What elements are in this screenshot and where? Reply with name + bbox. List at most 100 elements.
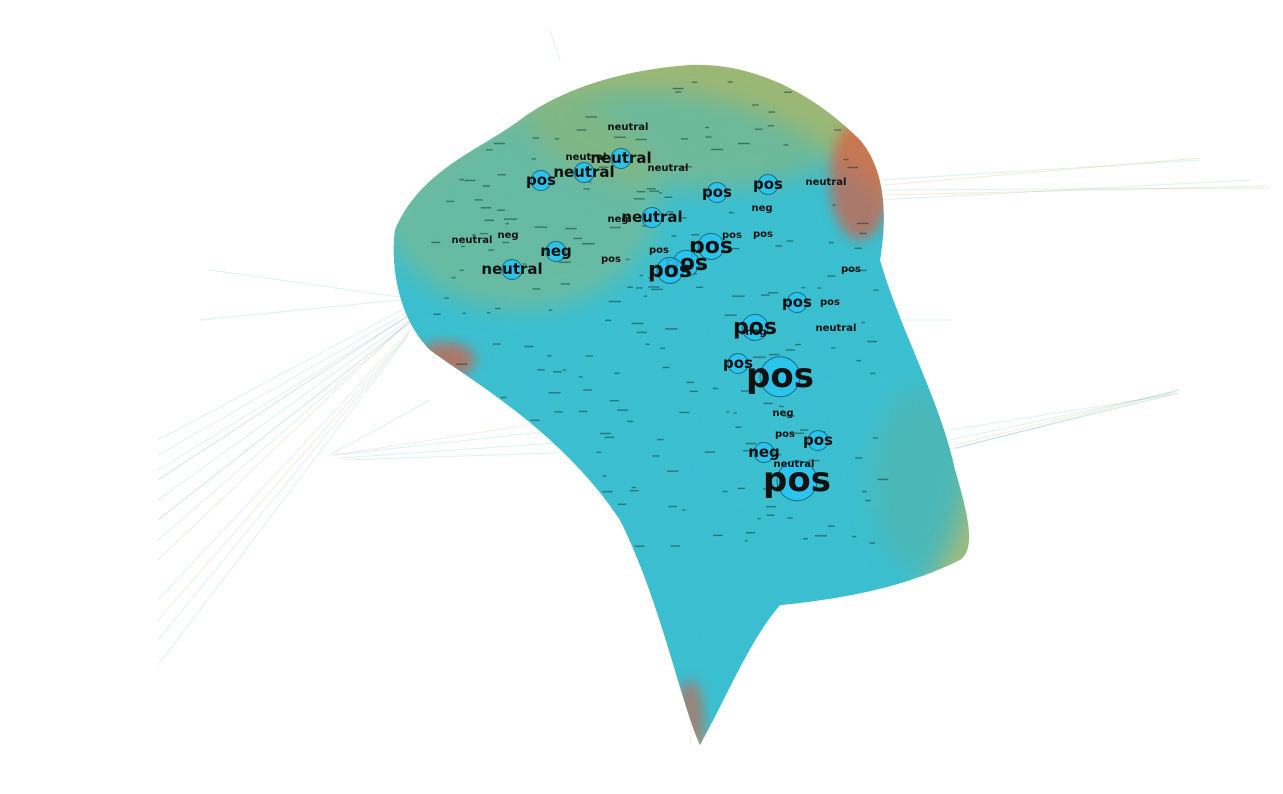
node-label: pos [841, 264, 861, 275]
tiny-label-mark [666, 211, 674, 213]
node-label: pos [763, 460, 831, 500]
tiny-label-mark [462, 312, 466, 314]
tiny-label-mark [609, 226, 621, 229]
tiny-label-mark [642, 225, 648, 227]
tiny-label-mark [689, 390, 698, 393]
node-neutral-26: neutral [806, 177, 847, 188]
node-pos-15: pos [775, 429, 795, 440]
tiny-label-mark [479, 232, 488, 235]
node-neutral-19: neutral [621, 207, 683, 228]
node-circle [697, 232, 725, 260]
tiny-label-mark [808, 459, 820, 462]
tiny-label-mark [680, 138, 688, 140]
node-label: neg [751, 203, 772, 214]
tiny-label-mark [668, 505, 677, 508]
tiny-label-mark [493, 142, 505, 145]
tiny-label-mark [614, 372, 620, 374]
tiny-label-mark [765, 505, 777, 508]
node-label: pos [733, 315, 777, 340]
node-pos-8: pos [782, 292, 812, 313]
tiny-label-mark [786, 349, 796, 351]
node-label: pos [782, 293, 812, 311]
tiny-label-mark [548, 309, 553, 311]
tiny-label-mark [534, 226, 548, 228]
node-label: neg [607, 214, 628, 225]
tiny-label-mark [608, 300, 622, 303]
node-label: pos [601, 254, 621, 265]
tiny-label-mark [554, 411, 563, 413]
tiny-label-mark [775, 245, 783, 247]
node-label: pos [775, 429, 795, 440]
tiny-label-mark [613, 136, 626, 138]
tiny-label-mark [459, 178, 464, 181]
tiny-label-mark [657, 438, 664, 441]
node-neutral-29: neutral [566, 152, 607, 163]
tiny-label-mark [735, 426, 742, 428]
node-label: pos [820, 297, 840, 308]
tiny-label-mark [629, 489, 639, 492]
tiny-label-mark [583, 389, 592, 391]
node-pos-2: pos [733, 313, 777, 341]
node-label: neg [748, 443, 780, 461]
tiny-label-mark [749, 380, 756, 382]
node-circle [656, 256, 684, 284]
node-circle [757, 174, 779, 195]
node-pos-5: pos [648, 256, 692, 284]
tiny-label-mark [482, 185, 491, 187]
node-circle [706, 182, 728, 203]
tiny-label-mark [752, 104, 759, 106]
tiny-label-mark [843, 158, 849, 161]
tiny-label-mark [729, 247, 740, 250]
tiny-label-mark [554, 138, 559, 140]
tiny-label-mark [767, 292, 779, 294]
tiny-label-mark [602, 475, 607, 477]
node-pos-0: pos [746, 356, 814, 398]
node-neg-35: neg [497, 230, 518, 241]
tiny-label-mark [675, 91, 682, 93]
tiny-label-mark [660, 347, 666, 350]
tiny-label-mark [471, 234, 476, 236]
tiny-label-mark [731, 295, 745, 297]
tiny-label-mark [635, 287, 643, 289]
tiny-label-mark [636, 331, 647, 334]
tiny-label-mark [576, 129, 587, 131]
tiny-label-mark [617, 503, 627, 505]
tiny-label-mark [583, 188, 590, 190]
tiny-label-mark [670, 545, 681, 547]
tiny-label-mark [600, 432, 611, 435]
node-neg-31: neg [748, 442, 780, 463]
tiny-label-mark [627, 286, 633, 288]
node-label: neg [745, 327, 766, 338]
node-circle [759, 356, 801, 398]
node-pos-10: pos [753, 174, 783, 195]
tiny-label-mark [745, 442, 757, 445]
node-label: pos [746, 356, 814, 396]
node-circle [610, 148, 632, 169]
minor-labels [431, 81, 889, 547]
tiny-label-mark [625, 258, 630, 261]
node-neutral-28: neutral [816, 323, 857, 334]
tiny-label-mark [767, 125, 775, 127]
tiny-label-mark [560, 283, 571, 285]
tiny-label-mark [459, 269, 464, 271]
node-neutral-20: neutral [553, 162, 615, 183]
tiny-label-mark [602, 490, 613, 493]
tiny-label-mark [644, 295, 648, 297]
labelled-nodes: posposposposposposposposposposposposposp… [452, 122, 861, 502]
tiny-label-mark [562, 369, 567, 371]
tiny-label-mark [854, 247, 862, 249]
tiny-label-mark [869, 542, 876, 544]
tiny-label-mark [783, 144, 789, 146]
tiny-label-mark [865, 499, 871, 502]
tiny-label-mark [744, 540, 748, 542]
tiny-label-mark [851, 535, 857, 538]
node-pos-17: pos [722, 230, 742, 241]
node-circle [753, 442, 775, 463]
tiny-label-mark [771, 454, 782, 456]
tiny-label-mark [553, 371, 562, 373]
tiny-label-mark [578, 410, 588, 413]
tiny-label-mark [530, 419, 540, 421]
tiny-label-mark [713, 534, 723, 537]
node-neg-36: neg [745, 327, 766, 338]
